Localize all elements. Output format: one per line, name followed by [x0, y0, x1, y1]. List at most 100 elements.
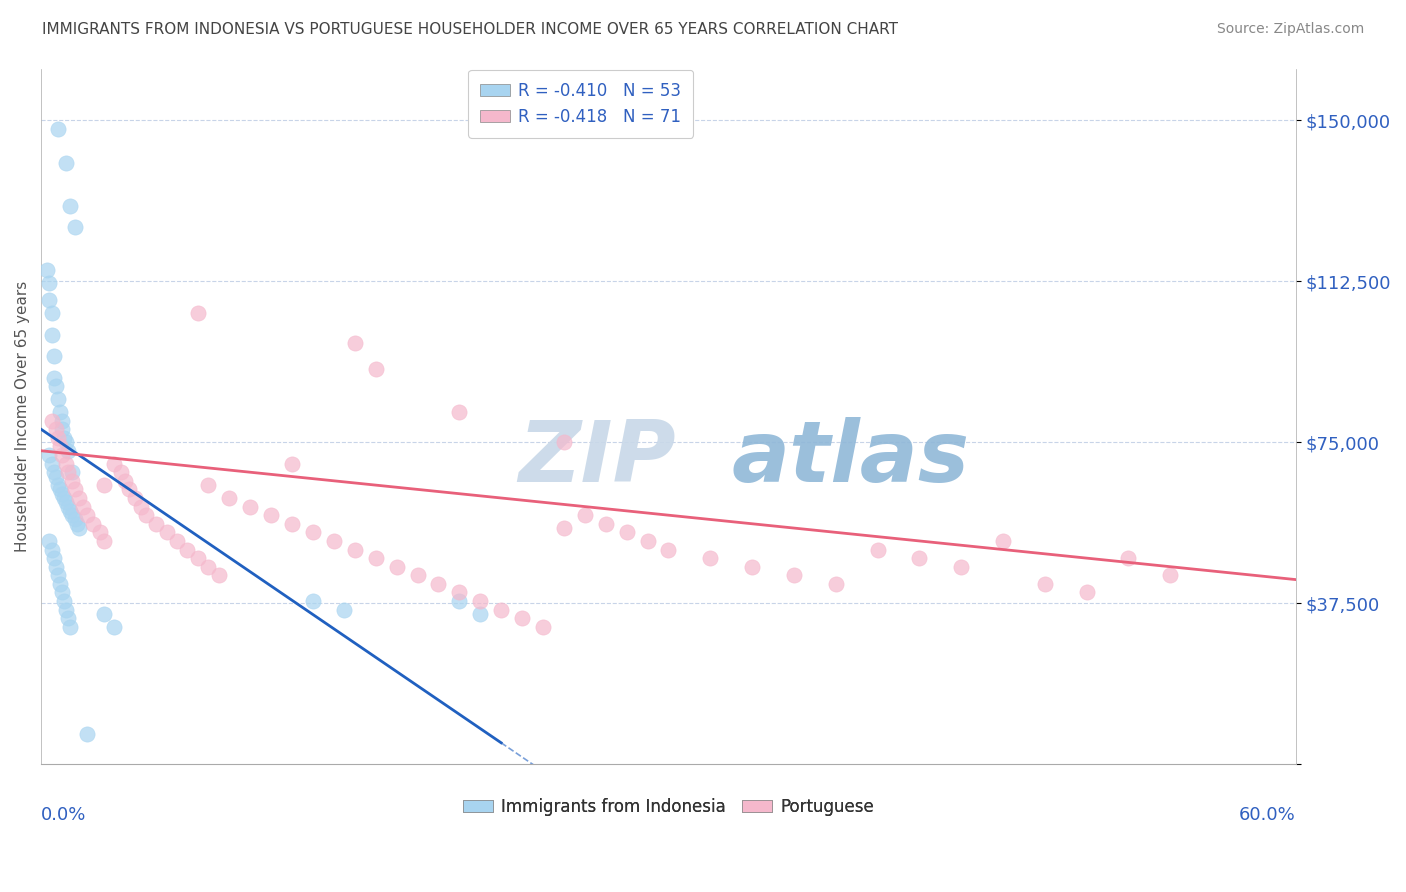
Point [176, 542, 198, 557]
Point [1118, 551, 1140, 566]
Point [42, 465, 65, 479]
Point [218, 491, 240, 505]
Point [76, 727, 98, 741]
Point [49, 577, 72, 591]
Point [322, 533, 344, 548]
Point [42, 349, 65, 363]
Point [67, 491, 90, 505]
Point [55, 602, 77, 616]
Point [281, 457, 304, 471]
Point [93, 607, 115, 621]
Point [489, 602, 512, 616]
Point [51, 448, 73, 462]
Point [333, 602, 356, 616]
Point [38, 277, 60, 291]
Point [46, 392, 69, 407]
Point [187, 306, 209, 320]
Point [42, 551, 65, 566]
Point [51, 486, 73, 500]
Point [58, 500, 80, 514]
Point [950, 559, 973, 574]
Point [343, 542, 366, 557]
Point [699, 551, 721, 566]
Point [42, 370, 65, 384]
Point [406, 568, 429, 582]
Point [531, 620, 554, 634]
Point [72, 500, 94, 514]
Point [62, 508, 84, 523]
Point [93, 533, 115, 548]
Text: IMMIGRANTS FROM INDONESIA VS PORTUGUESE HOUSEHOLDER INCOME OVER 65 YEARS CORRELA: IMMIGRANTS FROM INDONESIA VS PORTUGUESE … [42, 22, 898, 37]
Point [1076, 585, 1098, 599]
Point [59, 199, 82, 213]
Point [908, 551, 931, 566]
Point [616, 525, 638, 540]
Point [197, 559, 219, 574]
Point [187, 551, 209, 566]
Point [364, 551, 387, 566]
Point [45, 422, 67, 436]
Point [208, 568, 231, 582]
Point [58, 443, 80, 458]
Point [49, 405, 72, 419]
Point [166, 533, 188, 548]
Point [114, 474, 136, 488]
Point [55, 435, 77, 450]
Point [45, 379, 67, 393]
Point [67, 521, 90, 535]
Point [93, 478, 115, 492]
Point [449, 405, 471, 419]
Point [131, 500, 153, 514]
Point [45, 469, 67, 483]
Point [46, 478, 69, 492]
Point [45, 559, 67, 574]
Point [53, 491, 76, 505]
Point [783, 568, 806, 582]
Point [824, 577, 846, 591]
Point [53, 431, 76, 445]
Point [741, 559, 763, 574]
Point [51, 585, 73, 599]
Point [37, 263, 59, 277]
Point [449, 594, 471, 608]
Point [82, 516, 104, 531]
Point [302, 594, 325, 608]
Legend: Immigrants from Indonesia, Portuguese: Immigrants from Indonesia, Portuguese [453, 788, 884, 825]
Text: 60.0%: 60.0% [1239, 806, 1296, 824]
Point [62, 465, 84, 479]
Point [595, 516, 617, 531]
Point [46, 121, 69, 136]
Point [103, 620, 125, 634]
Point [63, 220, 86, 235]
Point [343, 336, 366, 351]
Point [574, 508, 596, 523]
Point [1033, 577, 1056, 591]
Point [63, 512, 86, 526]
Point [55, 156, 77, 170]
Point [470, 607, 492, 621]
Text: Source: ZipAtlas.com: Source: ZipAtlas.com [1216, 22, 1364, 37]
Point [62, 474, 84, 488]
Point [135, 508, 157, 523]
Point [991, 533, 1014, 548]
Point [302, 525, 325, 540]
Point [385, 559, 408, 574]
Point [41, 414, 63, 428]
Point [155, 525, 177, 540]
Point [46, 431, 69, 445]
Point [470, 594, 492, 608]
Point [46, 568, 69, 582]
Point [76, 508, 98, 523]
Point [53, 594, 76, 608]
Point [41, 542, 63, 557]
Text: atlas: atlas [731, 417, 969, 500]
Point [66, 516, 89, 531]
Point [553, 521, 575, 535]
Point [553, 435, 575, 450]
Point [55, 457, 77, 471]
Point [41, 327, 63, 342]
Point [51, 414, 73, 428]
Point [58, 611, 80, 625]
Point [38, 533, 60, 548]
Point [49, 483, 72, 497]
